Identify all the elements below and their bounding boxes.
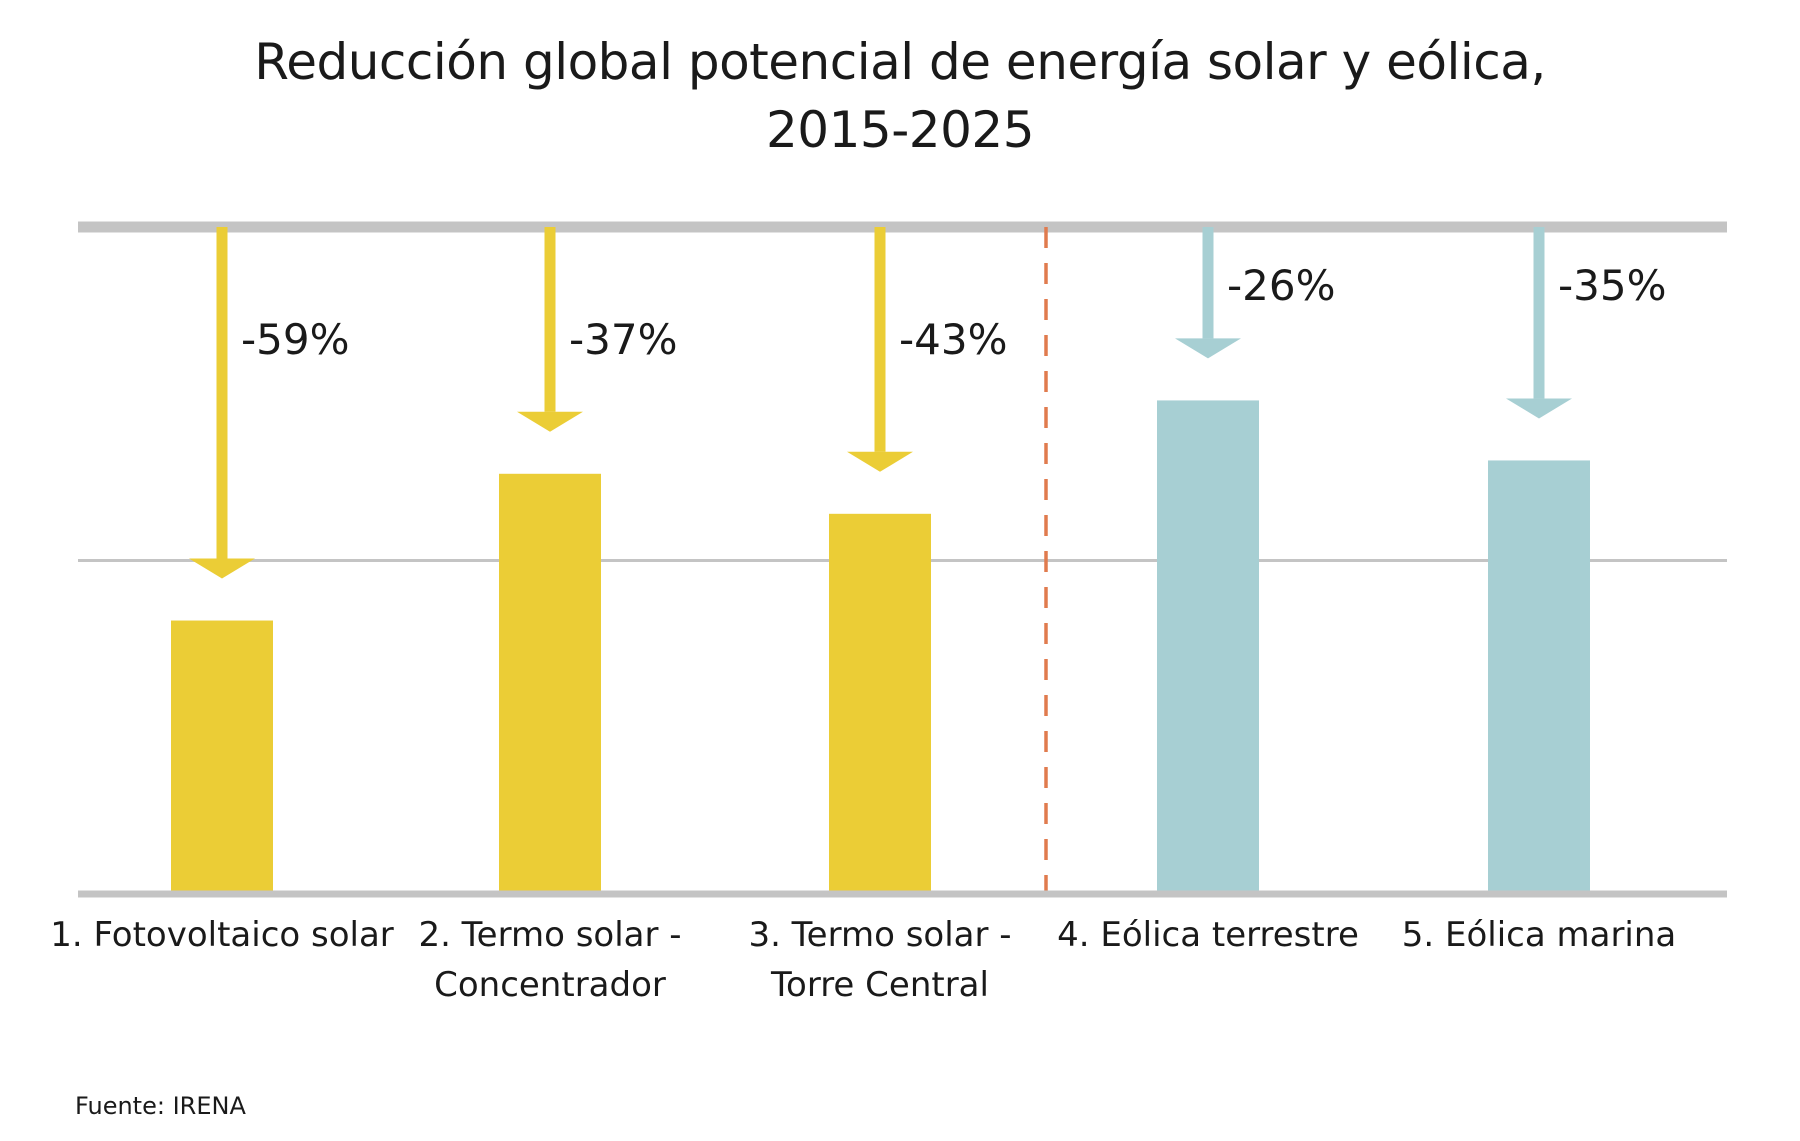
- bar: [1488, 460, 1590, 894]
- reduction-arrow-head: [1506, 398, 1572, 419]
- chart-title-line-1: Reducción global potencial de energía so…: [254, 33, 1546, 91]
- reduction-arrow-head: [847, 451, 913, 472]
- reduction-arrow-head: [189, 558, 255, 579]
- category-label: 2. Termo solar -: [418, 915, 681, 955]
- category-label: 1. Fotovoltaico solar: [50, 915, 394, 955]
- category-label-line-2: Torre Central: [770, 965, 989, 1005]
- reduction-label: -35%: [1558, 261, 1667, 310]
- reduction-arrow-shaft: [544, 227, 556, 412]
- reduction-arrow-head: [517, 411, 583, 432]
- reduction-arrow-head: [1175, 338, 1241, 359]
- category-label: 5. Eólica marina: [1402, 915, 1677, 955]
- reduction-label: -26%: [1227, 261, 1336, 310]
- category-label: 4. Eólica terrestre: [1057, 915, 1359, 955]
- bar: [1157, 400, 1259, 894]
- reduction-label: -59%: [241, 315, 350, 364]
- bar: [499, 473, 601, 894]
- reduction-arrow-shaft: [1202, 227, 1214, 339]
- bar: [171, 620, 273, 894]
- bar: [829, 513, 931, 894]
- category-label-line-2: Concentrador: [434, 965, 666, 1005]
- source-note: Fuente: IRENA: [75, 1092, 246, 1120]
- reduction-arrow-shaft: [216, 227, 228, 559]
- reduction-arrow-shaft: [874, 227, 886, 452]
- category-label: 3. Termo solar -: [748, 915, 1011, 955]
- reduction-label: -43%: [899, 315, 1008, 364]
- chart-title-line-2: 2015-2025: [765, 101, 1035, 159]
- reduction-arrow-shaft: [1533, 227, 1545, 399]
- reduction-label: -37%: [569, 315, 678, 364]
